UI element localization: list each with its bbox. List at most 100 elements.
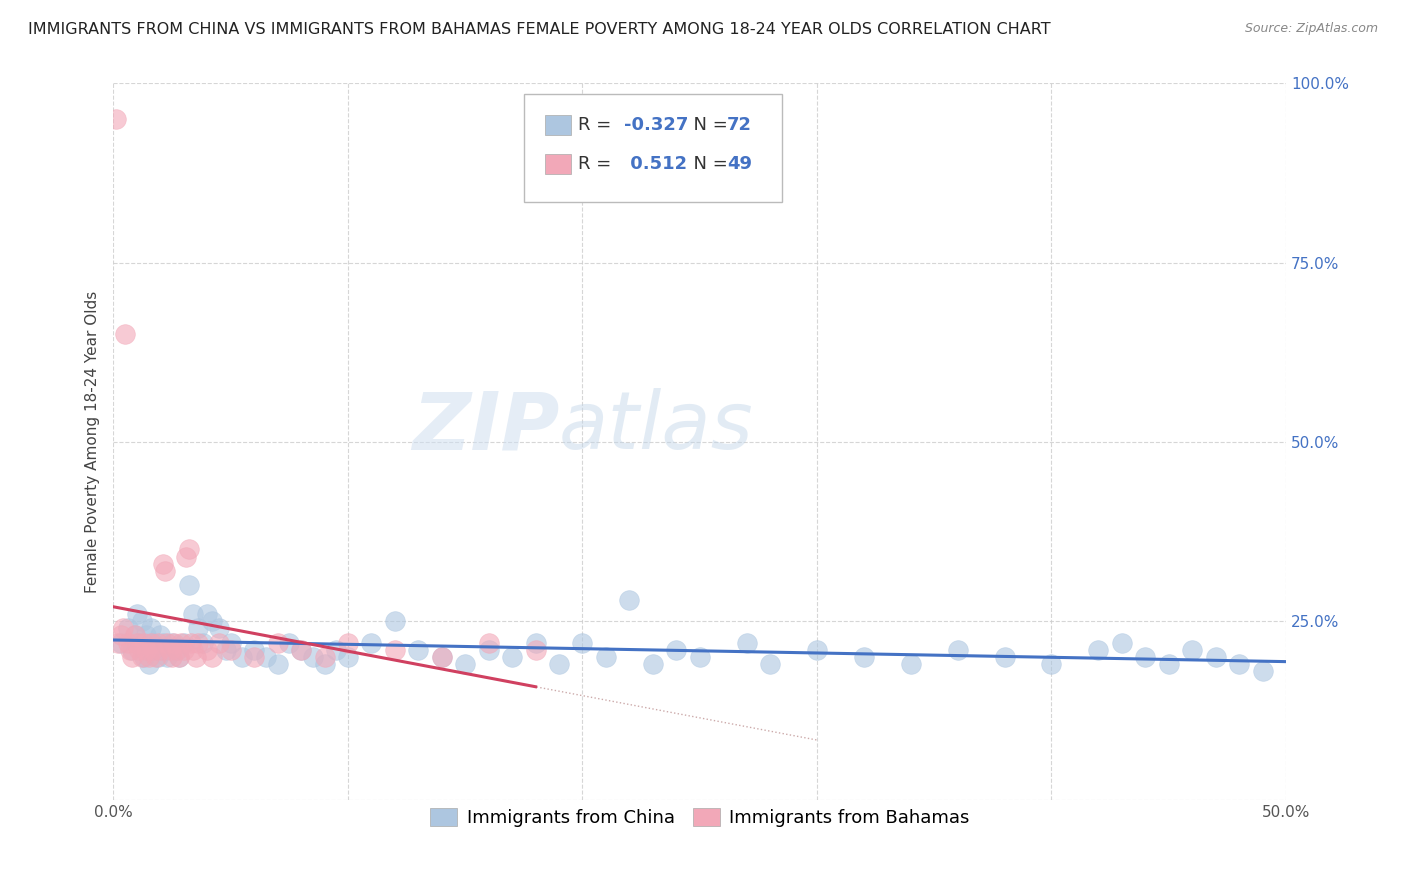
Point — [135, 628, 157, 642]
Point — [110, 635, 132, 649]
Point — [167, 649, 190, 664]
Point — [735, 635, 758, 649]
Legend: Immigrants from China, Immigrants from Bahamas: Immigrants from China, Immigrants from B… — [423, 800, 976, 834]
Point — [125, 607, 148, 621]
Point — [301, 649, 323, 664]
Point — [548, 657, 571, 671]
Point — [1135, 649, 1157, 664]
Point — [524, 642, 547, 657]
Point — [145, 649, 167, 664]
Point — [152, 635, 174, 649]
FancyBboxPatch shape — [546, 154, 571, 175]
Point — [128, 642, 150, 657]
Point — [384, 614, 406, 628]
Point — [174, 549, 197, 564]
Point — [290, 642, 312, 657]
Point — [1227, 657, 1250, 671]
Text: N =: N = — [682, 116, 734, 134]
Point — [187, 621, 209, 635]
Text: R =: R = — [578, 155, 617, 173]
Point — [852, 649, 875, 664]
Point — [219, 642, 242, 657]
Point — [290, 642, 312, 657]
Point — [201, 649, 224, 664]
Point — [145, 642, 167, 657]
Point — [1111, 635, 1133, 649]
Point — [117, 635, 139, 649]
Point — [173, 642, 195, 657]
Text: 49: 49 — [727, 155, 752, 173]
Point — [266, 635, 288, 649]
Point — [208, 635, 231, 649]
Point — [806, 642, 828, 657]
Point — [1040, 657, 1063, 671]
Point — [181, 642, 204, 657]
Text: ZIP: ZIP — [412, 389, 560, 467]
Point — [900, 657, 922, 671]
Point — [152, 557, 174, 571]
Point — [325, 642, 347, 657]
Point — [208, 621, 231, 635]
Point — [139, 635, 162, 649]
FancyBboxPatch shape — [524, 95, 782, 202]
Point — [139, 621, 162, 635]
Point — [430, 649, 453, 664]
Point — [181, 607, 204, 621]
Point — [1181, 642, 1204, 657]
Point — [132, 635, 155, 649]
Point — [107, 635, 129, 649]
Point — [177, 542, 200, 557]
Point — [278, 635, 301, 649]
Y-axis label: Female Poverty Among 18-24 Year Olds: Female Poverty Among 18-24 Year Olds — [86, 291, 100, 593]
Point — [993, 649, 1015, 664]
Point — [128, 635, 150, 649]
Point — [153, 564, 176, 578]
Point — [142, 642, 165, 657]
Point — [146, 635, 169, 649]
Point — [131, 614, 153, 628]
Point — [121, 642, 143, 657]
Point — [501, 649, 523, 664]
Point — [571, 635, 593, 649]
Point — [1251, 664, 1274, 678]
Point — [195, 642, 218, 657]
Point — [266, 657, 288, 671]
Point — [184, 649, 207, 664]
Point — [138, 657, 160, 671]
Point — [360, 635, 382, 649]
Point — [201, 614, 224, 628]
Point — [1205, 649, 1227, 664]
Point — [138, 649, 160, 664]
Point — [124, 628, 146, 642]
Point — [195, 607, 218, 621]
Point — [153, 642, 176, 657]
Point — [430, 649, 453, 664]
Point — [619, 592, 641, 607]
Point — [1087, 642, 1109, 657]
Point — [146, 649, 169, 664]
Text: 72: 72 — [727, 116, 752, 134]
Point — [454, 657, 477, 671]
Point — [156, 635, 179, 649]
Point — [117, 621, 139, 635]
Point — [160, 635, 183, 649]
Point — [118, 642, 141, 657]
Point — [946, 642, 969, 657]
Point — [337, 649, 360, 664]
Point — [314, 649, 336, 664]
Point — [314, 657, 336, 671]
Point — [110, 628, 132, 642]
Point — [243, 649, 266, 664]
Point — [254, 649, 277, 664]
Text: -0.327: -0.327 — [623, 116, 688, 134]
Point — [166, 642, 188, 657]
Point — [689, 649, 711, 664]
Point — [167, 649, 190, 664]
Point — [135, 642, 157, 657]
Point — [163, 635, 186, 649]
Point — [641, 657, 664, 671]
Point — [142, 635, 165, 649]
Point — [125, 635, 148, 649]
Point — [478, 642, 501, 657]
Point — [121, 649, 143, 664]
